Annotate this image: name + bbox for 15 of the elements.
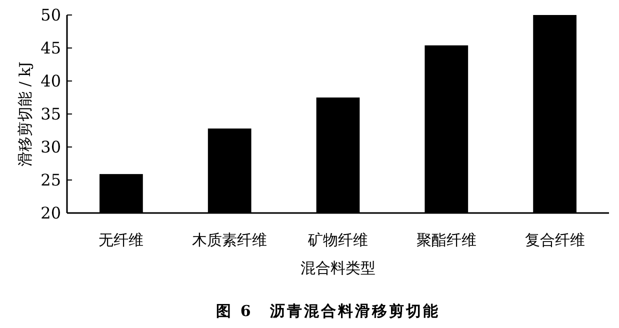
y-tick-label: 35 bbox=[40, 104, 61, 124]
x-tick-label: 木质素纤维 bbox=[192, 231, 268, 249]
x-tick-label: 矿物纤维 bbox=[307, 231, 368, 249]
y-tick-label: 50 bbox=[40, 6, 61, 25]
y-axis-title: 滑移剪切能 / kJ bbox=[16, 62, 34, 166]
y-tick-label: 20 bbox=[40, 204, 61, 223]
y-tick-label: 30 bbox=[40, 138, 61, 157]
y-tick-label: 45 bbox=[40, 38, 61, 58]
x-tick-label: 复合纤维 bbox=[524, 231, 585, 249]
x-axis-title: 混合料类型 bbox=[300, 259, 376, 277]
x-tick-label: 聚酯纤维 bbox=[416, 231, 476, 249]
y-tick-label: 40 bbox=[40, 72, 61, 91]
y-tick-label: 25 bbox=[40, 170, 61, 190]
x-tick-label: 无纤维 bbox=[98, 231, 144, 249]
text: 图 6 沥青混合料滑移剪切能 bbox=[216, 302, 440, 320]
